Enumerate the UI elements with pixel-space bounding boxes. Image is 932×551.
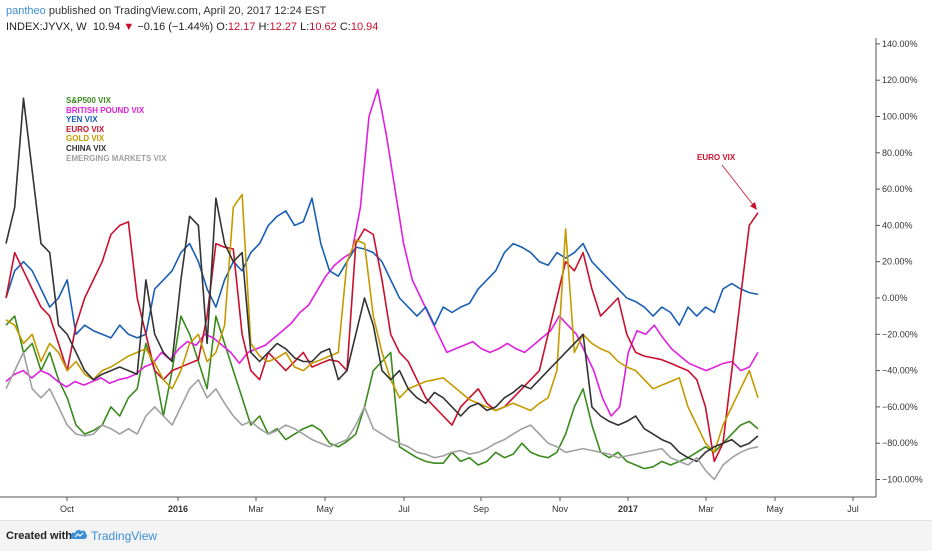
chart-canvas[interactable]: 140.00% 120.00% 100.00% 80.00% 60.00% 40.00% 2… xyxy=(0,0,932,520)
y-tick-label: −80.00% xyxy=(882,438,918,448)
series-line-sp500 xyxy=(5,315,759,470)
y-tick-label: 100.00% xyxy=(882,112,918,122)
low-label: L: xyxy=(300,21,310,33)
legend-gbp: BRITISH POUND VIX xyxy=(66,105,145,115)
author-link[interactable]: pantheo xyxy=(6,5,46,17)
open-value: 12.17 xyxy=(227,21,256,33)
series-line-euro xyxy=(5,212,759,463)
y-tick-label: −100.00% xyxy=(882,475,923,485)
close-label: C: xyxy=(339,21,351,33)
series-line-em xyxy=(5,351,759,481)
y-tick-label: 20.00% xyxy=(882,257,913,267)
last-price: 10.94 xyxy=(92,21,121,33)
y-tick-label: 120.00% xyxy=(882,75,918,85)
created-with-label: Created with xyxy=(6,530,73,542)
y-tick-label: −60.00% xyxy=(882,402,918,412)
footer-bar: Created with TradingView xyxy=(0,520,932,551)
series-line-yen xyxy=(5,197,759,339)
series-line-gbp xyxy=(5,88,759,417)
x-tick-label: Jul xyxy=(398,504,410,514)
y-tick-label: 80.00% xyxy=(882,148,913,158)
annotation-arrow xyxy=(721,164,755,207)
y-tick-label: −40.00% xyxy=(882,366,918,376)
low-value: 10.62 xyxy=(309,21,337,33)
y-tick-label: 0.00% xyxy=(882,293,908,303)
open-label: O: xyxy=(216,21,228,33)
x-tick-label: Mar xyxy=(698,504,714,514)
x-tick-label: Jul xyxy=(847,504,859,514)
high-label: H: xyxy=(258,21,270,33)
publish-info: pantheo published on TradingView.com, Ap… xyxy=(6,4,326,18)
x-tick-label: Nov xyxy=(552,504,569,514)
publish-meta: published on TradingView.com, April 20, … xyxy=(48,5,327,17)
legend-gold: GOLD VIX xyxy=(66,134,105,144)
x-tick-label: Oct xyxy=(60,504,75,514)
x-tick-label: May xyxy=(316,504,334,514)
legend-sp500: S&P500 VIX xyxy=(66,96,111,105)
legend-yen: YEN VIX xyxy=(66,115,98,125)
symbol-name: INDEX:JYVX, W xyxy=(6,21,87,33)
x-tick-label: May xyxy=(766,504,784,514)
close-value: 10.94 xyxy=(350,21,379,33)
y-tick-label: 60.00% xyxy=(882,184,913,194)
y-tick-label: 40.00% xyxy=(882,220,913,230)
tradingview-brand-link[interactable]: TradingView xyxy=(91,529,158,543)
tradingview-cloud-icon[interactable] xyxy=(70,527,88,541)
annotation-arrowhead xyxy=(750,202,757,210)
legend-china: CHINA VIX xyxy=(66,143,107,153)
legend-euro: EURO VIX xyxy=(66,124,105,134)
chart-legend: S&P500 VIX BRITISH POUND VIX YEN VIX EUR… xyxy=(66,96,166,163)
legend-em: EMERGING MARKETS VIX xyxy=(66,153,167,163)
high-value: 12.27 xyxy=(269,21,298,33)
symbol-info-row: INDEX:JYVX, W 10.94 ▼ −0.16 (−1.44%) O:1… xyxy=(6,20,378,34)
price-change: −0.16 (−1.44%) xyxy=(137,21,214,33)
x-tick-label: 2016 xyxy=(168,504,188,514)
series-line-gold xyxy=(5,193,759,454)
x-tick-label: Mar xyxy=(248,504,264,514)
y-tick-label: −20.00% xyxy=(882,329,918,339)
down-arrow-icon: ▼ xyxy=(123,21,135,33)
x-tick-label: Sep xyxy=(473,504,489,514)
y-tick-label: 140.00% xyxy=(882,39,918,49)
series-line-china xyxy=(5,97,759,463)
x-tick-label: 2017 xyxy=(618,504,638,514)
euro-vix-annotation: EURO VIX xyxy=(697,153,736,162)
